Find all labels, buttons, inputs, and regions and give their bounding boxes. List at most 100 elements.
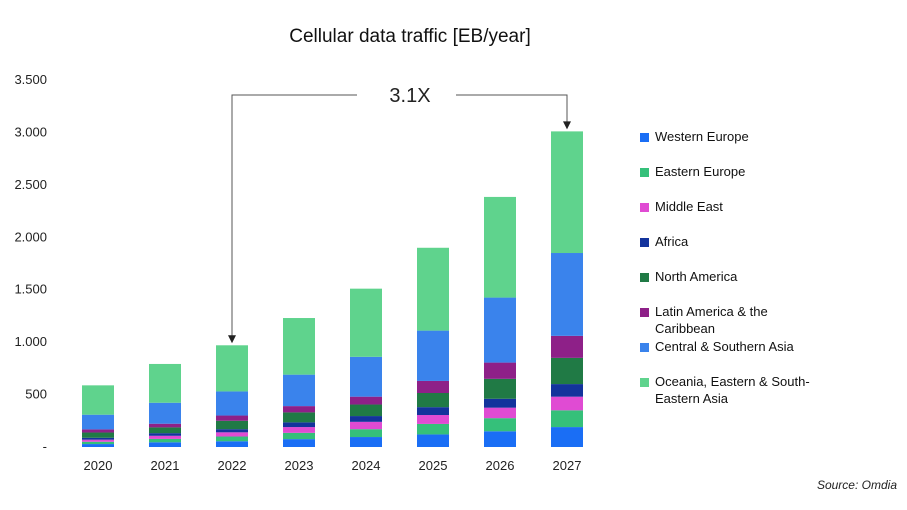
bar-segment — [417, 392, 449, 408]
legend-swatch — [640, 343, 649, 352]
bar-segment — [149, 402, 181, 424]
bar-segment — [82, 439, 114, 442]
bar-stack — [350, 288, 382, 447]
growth-annotation: 3.1X — [228, 85, 571, 344]
bar-segment — [350, 288, 382, 357]
bar-segment — [551, 410, 583, 428]
bar-segment — [350, 356, 382, 397]
bar-segment — [484, 418, 516, 432]
bar-segment — [216, 391, 248, 416]
bar-segment — [216, 415, 248, 421]
bar-segment — [149, 427, 181, 434]
bars — [82, 131, 583, 447]
bar-stack — [283, 318, 315, 447]
bar-segment — [82, 444, 114, 447]
legend-item: North America — [640, 268, 855, 285]
bar-stack — [149, 363, 181, 447]
legend-swatch — [640, 238, 649, 247]
legend-label: Africa — [655, 234, 689, 249]
legend-label: Oceania, Eastern & South- — [655, 374, 810, 389]
bar-segment — [350, 437, 382, 447]
bar-segment — [216, 432, 248, 437]
bar-stack — [551, 131, 583, 447]
legend-swatch — [640, 133, 649, 142]
bar-segment — [82, 429, 114, 433]
bar-segment — [417, 407, 449, 416]
bar-segment — [149, 442, 181, 447]
bar-segment — [82, 441, 114, 445]
bar-segment — [283, 439, 315, 447]
chart-title: Cellular data traffic [EB/year] — [289, 26, 530, 47]
bar-segment — [149, 433, 181, 436]
bar-segment — [350, 396, 382, 405]
bar-segment — [417, 423, 449, 435]
x-tick-label: 2023 — [285, 458, 314, 473]
bar-segment — [283, 318, 315, 375]
legend-item: Western Europe — [640, 128, 855, 145]
x-tick-label: 2025 — [419, 458, 448, 473]
bar-segment — [149, 438, 181, 443]
x-tick-label: 2021 — [151, 458, 180, 473]
bar-segment — [551, 253, 583, 336]
bar-stack — [484, 196, 516, 447]
bar-segment — [216, 345, 248, 392]
x-axis: 2020 2021 2022 2023 2024 2025 2026 2027 — [84, 458, 582, 473]
legend-label: Latin America & the — [655, 304, 768, 319]
legend-swatch — [640, 308, 649, 317]
bar-segment — [484, 431, 516, 447]
bar-segment — [216, 429, 248, 433]
x-tick-label: 2020 — [84, 458, 113, 473]
legend-item: Africa — [640, 233, 855, 250]
bar-stack — [216, 345, 248, 447]
bar-segment — [551, 357, 583, 385]
bar-segment — [350, 429, 382, 438]
legend-label: Middle East — [655, 199, 723, 214]
annotation-line-left — [231, 94, 357, 338]
bar-segment — [216, 420, 248, 430]
legend-label: Caribbean — [655, 321, 715, 336]
bar-segment — [551, 131, 583, 254]
y-tick-label: 500 — [25, 387, 47, 402]
bar-segment — [551, 335, 583, 358]
bar-segment — [417, 330, 449, 381]
legend-label: Western Europe — [655, 129, 749, 144]
annotation-arrow-right — [563, 121, 571, 130]
y-tick-label: 2.500 — [14, 177, 47, 192]
legend-item: Middle East — [640, 198, 855, 215]
bar-segment — [484, 362, 516, 379]
bar-segment — [350, 421, 382, 430]
legend-swatch — [640, 273, 649, 282]
legend-swatch — [640, 378, 649, 387]
bar-stack — [82, 385, 114, 447]
bar-segment — [82, 432, 114, 438]
legend-label: Eastern Asia — [655, 391, 728, 406]
legend-swatch — [640, 168, 649, 177]
y-tick-label: 1.500 — [14, 282, 47, 297]
bar-segment — [216, 436, 248, 442]
y-tick-label: 3.500 — [14, 72, 47, 87]
bar-segment — [417, 247, 449, 331]
bar-segment — [283, 432, 315, 440]
bar-segment — [283, 427, 315, 433]
bar-segment — [484, 297, 516, 363]
y-tick-label: 3.000 — [14, 124, 47, 139]
bar-segment — [82, 414, 114, 430]
legend-item: Eastern Europe — [640, 163, 855, 180]
bar-stack — [417, 247, 449, 447]
legend-item: Latin America & the Caribbean — [640, 303, 855, 337]
x-tick-label: 2026 — [486, 458, 515, 473]
annotation-label: 3.1X — [389, 85, 430, 107]
bar-segment — [82, 437, 114, 440]
bar-segment — [417, 415, 449, 424]
bar-segment — [283, 406, 315, 413]
bar-segment — [283, 412, 315, 423]
legend-label: North America — [655, 269, 738, 284]
legend-swatch — [640, 203, 649, 212]
bar-segment — [551, 384, 583, 397]
source-note: Source: Omdia — [816, 478, 897, 492]
annotation-arrow-left — [228, 335, 236, 344]
bar-segment — [350, 404, 382, 417]
y-axis: - 500 1.000 1.500 2.000 2.500 3.000 3.500 — [14, 72, 47, 454]
x-tick-label: 2022 — [218, 458, 247, 473]
